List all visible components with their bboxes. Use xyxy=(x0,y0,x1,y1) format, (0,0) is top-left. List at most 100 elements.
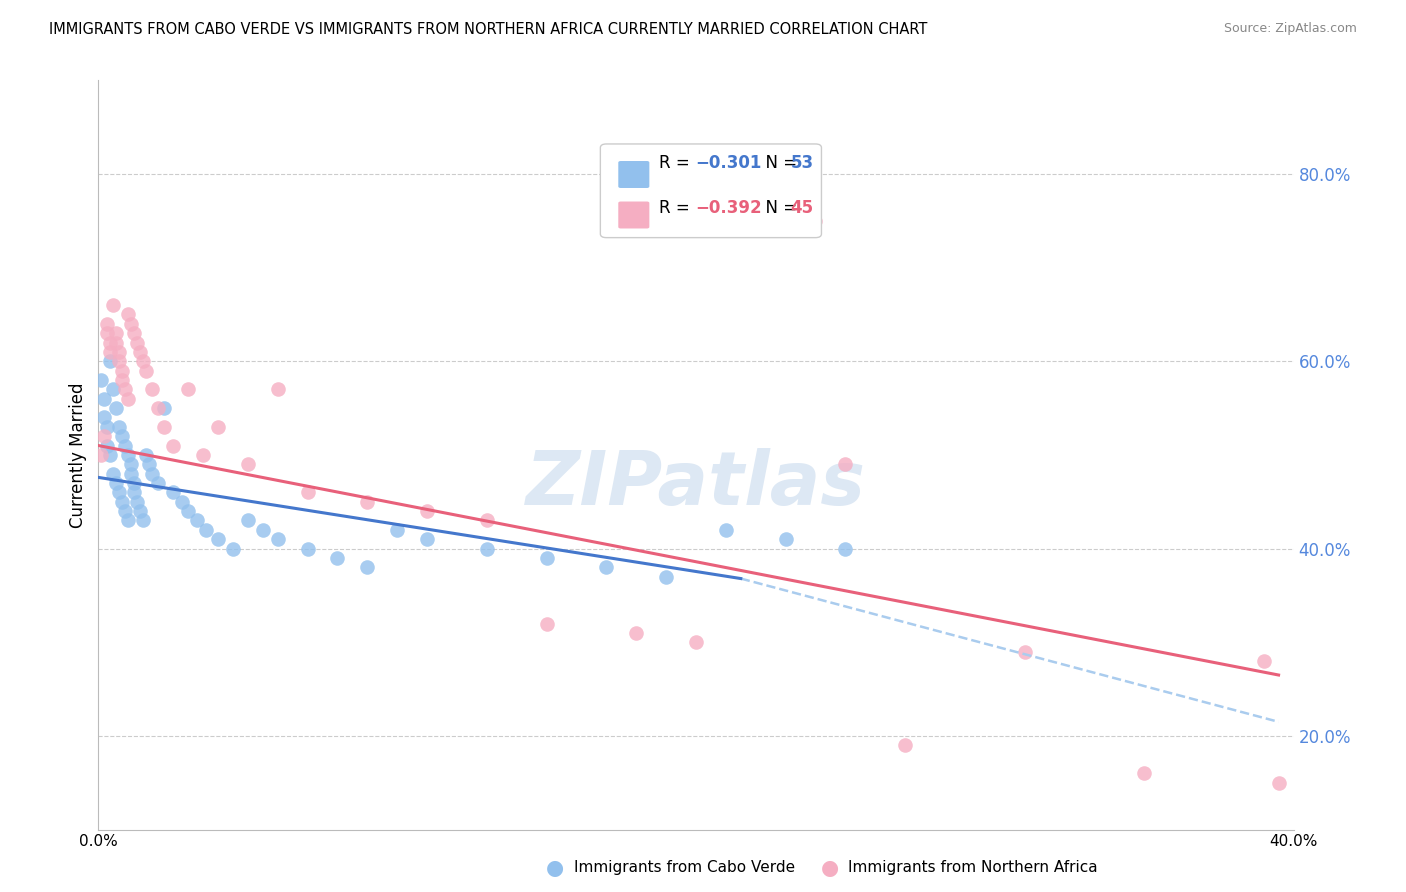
Point xyxy=(1014,644,1036,658)
Text: N =: N = xyxy=(755,153,801,172)
Point xyxy=(1267,776,1289,790)
Point xyxy=(98,448,122,462)
Point xyxy=(207,532,229,546)
Point xyxy=(111,373,134,387)
Text: ●: ● xyxy=(821,858,838,878)
Point xyxy=(124,485,146,500)
Point xyxy=(108,420,131,434)
Point xyxy=(129,344,152,359)
Point xyxy=(124,326,146,340)
Point xyxy=(207,420,229,434)
Point xyxy=(595,560,617,574)
Point xyxy=(105,335,128,350)
Point xyxy=(685,635,707,649)
Point xyxy=(894,739,917,753)
Point xyxy=(138,457,160,471)
Point xyxy=(416,532,439,546)
Text: N =: N = xyxy=(755,200,801,218)
Point xyxy=(98,335,122,350)
Point xyxy=(148,401,170,415)
Text: Source: ZipAtlas.com: Source: ZipAtlas.com xyxy=(1223,22,1357,36)
Point xyxy=(120,467,142,481)
Point xyxy=(1253,654,1275,668)
Text: 45: 45 xyxy=(790,200,814,218)
Point xyxy=(105,476,128,491)
Point xyxy=(108,354,131,368)
FancyBboxPatch shape xyxy=(619,202,650,228)
Point xyxy=(536,551,558,566)
Point xyxy=(93,410,115,425)
Point xyxy=(297,541,319,556)
Point xyxy=(93,429,115,443)
Text: IMMIGRANTS FROM CABO VERDE VS IMMIGRANTS FROM NORTHERN AFRICA CURRENTLY MARRIED : IMMIGRANTS FROM CABO VERDE VS IMMIGRANTS… xyxy=(49,22,928,37)
Point xyxy=(326,551,349,566)
FancyBboxPatch shape xyxy=(619,161,650,188)
FancyBboxPatch shape xyxy=(600,144,821,237)
Point xyxy=(141,382,163,396)
Point xyxy=(177,504,200,518)
Point xyxy=(135,448,157,462)
Point xyxy=(475,541,498,556)
Text: 53: 53 xyxy=(790,153,814,172)
Point xyxy=(96,420,118,434)
Point xyxy=(252,523,274,537)
Point xyxy=(96,317,118,331)
Point xyxy=(90,448,112,462)
Point xyxy=(162,438,184,452)
Point xyxy=(129,504,152,518)
Point xyxy=(153,401,176,415)
Point xyxy=(385,523,409,537)
Point xyxy=(655,570,678,584)
Text: −0.392: −0.392 xyxy=(695,200,762,218)
Point xyxy=(536,616,558,631)
Point xyxy=(267,532,290,546)
Point xyxy=(117,448,139,462)
Point xyxy=(114,382,136,396)
Point xyxy=(96,326,118,340)
Point xyxy=(132,513,155,527)
Point xyxy=(93,392,115,406)
Point xyxy=(117,513,139,527)
Point xyxy=(135,364,157,378)
Point xyxy=(416,504,439,518)
Point xyxy=(153,420,176,434)
Point xyxy=(186,513,208,527)
Point xyxy=(267,382,290,396)
Point xyxy=(111,364,134,378)
Point xyxy=(105,401,128,415)
Point xyxy=(222,541,245,556)
Text: ●: ● xyxy=(547,858,564,878)
Point xyxy=(834,541,856,556)
Point xyxy=(775,532,797,546)
Point xyxy=(172,494,194,508)
Point xyxy=(714,523,737,537)
Point xyxy=(195,523,218,537)
Point xyxy=(114,438,136,452)
Point xyxy=(356,560,378,574)
Point xyxy=(475,513,498,527)
Point xyxy=(356,494,378,508)
Text: Immigrants from Cabo Verde: Immigrants from Cabo Verde xyxy=(574,861,794,875)
Point xyxy=(90,373,112,387)
Point xyxy=(834,457,856,471)
Text: R =: R = xyxy=(659,200,695,218)
Text: −0.301: −0.301 xyxy=(695,153,761,172)
Text: R =: R = xyxy=(659,153,695,172)
Point xyxy=(103,298,125,312)
Point xyxy=(108,344,131,359)
Point xyxy=(127,335,149,350)
Point xyxy=(177,382,200,396)
Point xyxy=(236,513,259,527)
Y-axis label: Currently Married: Currently Married xyxy=(69,382,87,528)
Point xyxy=(1133,766,1156,780)
Point xyxy=(804,213,827,227)
Point xyxy=(297,485,319,500)
Point xyxy=(103,467,125,481)
Point xyxy=(626,626,648,640)
Point xyxy=(98,354,122,368)
Point xyxy=(103,382,125,396)
Point xyxy=(96,438,118,452)
Point xyxy=(111,494,134,508)
Point xyxy=(120,457,142,471)
Point xyxy=(120,317,142,331)
